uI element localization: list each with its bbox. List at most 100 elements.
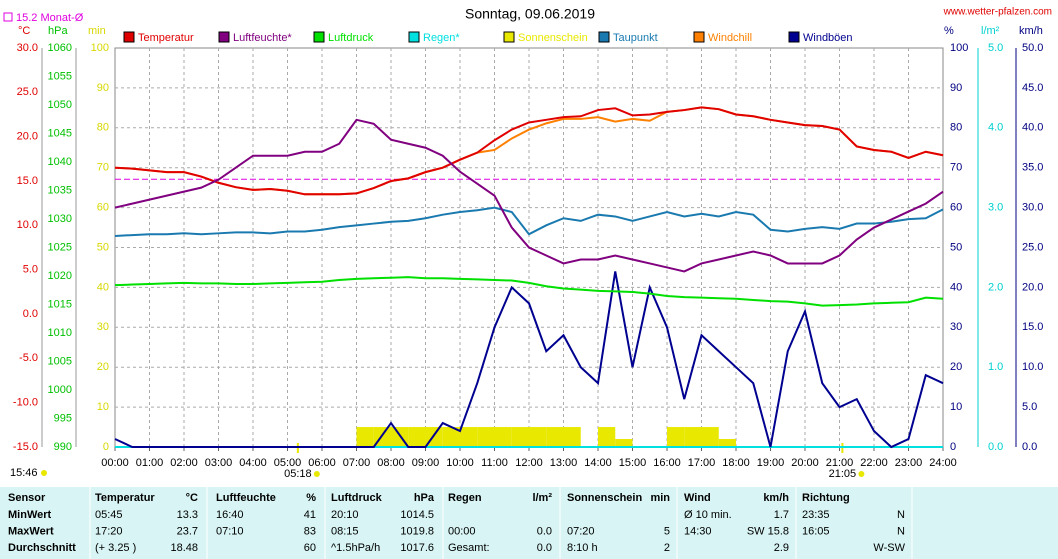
- legend-label: Windböen: [803, 32, 853, 44]
- y-tick-label: 995: [54, 412, 72, 424]
- y-tick-label: 30: [950, 321, 962, 333]
- table-cell: SW 15.8: [747, 525, 789, 537]
- table-header: Wind: [684, 492, 711, 504]
- sunshine-bar: [408, 427, 426, 447]
- sunshine-bar: [667, 427, 685, 447]
- x-tick-label: 01:00: [136, 457, 164, 469]
- axis-unit: l/m²: [981, 25, 1000, 37]
- x-tick-label: 05:00: [274, 457, 302, 469]
- x-tick-label: 08:00: [377, 457, 405, 469]
- table-cell: 1019.8: [400, 525, 434, 537]
- month-avg-label: 15.2 Monat-Ø: [16, 12, 84, 24]
- legend-swatch: [693, 31, 705, 43]
- table-cell: 17:20: [95, 525, 123, 537]
- table-cell: 05:45: [95, 509, 123, 521]
- y-tick-label: 60: [97, 202, 109, 214]
- x-tick-label: 18:00: [722, 457, 750, 469]
- legend-swatch: [503, 31, 515, 43]
- sunshine-bar: [356, 427, 374, 447]
- y-tick-label: 90: [97, 82, 109, 94]
- legend-label: Luftdruck: [328, 32, 374, 44]
- table-cell: 60: [304, 542, 316, 554]
- y-tick-label: 30.0: [1022, 202, 1043, 214]
- table-header: %: [306, 492, 316, 504]
- y-tick-label: 5.0: [23, 264, 38, 276]
- y-tick-label: 100: [950, 42, 968, 54]
- table-header: km/h: [763, 492, 789, 504]
- legend-swatch: [313, 31, 325, 43]
- y-tick-label: 20.0: [17, 131, 38, 143]
- table-cell: 08:15: [331, 525, 359, 537]
- y-tick-label: 40: [97, 281, 109, 293]
- legend-label: Luftfeuchte*: [233, 32, 292, 44]
- table-header: l/m²: [532, 492, 552, 504]
- axis-unit: hPa: [48, 25, 68, 37]
- table-cell: 0.0: [537, 525, 552, 537]
- y-tick-label: 80: [97, 122, 109, 134]
- x-tick-label: 14:00: [584, 457, 612, 469]
- table-header: min: [650, 492, 670, 504]
- x-tick-label: 10:00: [446, 457, 474, 469]
- table-cell: 20:10: [331, 509, 359, 521]
- x-tick-label: 15:00: [619, 457, 647, 469]
- y-tick-label: 1035: [48, 184, 72, 196]
- y-tick-label: 1050: [48, 99, 72, 111]
- legend-swatch: [788, 31, 800, 43]
- x-tick-label: 04:00: [239, 457, 267, 469]
- y-tick-label: 40.0: [1022, 122, 1043, 134]
- table-cell: 07:20: [567, 525, 595, 537]
- table-header: Luftfeuchte: [216, 492, 276, 504]
- y-tick-label: 90: [950, 82, 962, 94]
- table-cell: 16:40: [216, 509, 244, 521]
- table-cell: 83: [304, 525, 316, 537]
- y-tick-label: 1020: [48, 270, 72, 282]
- y-tick-label: 30: [97, 321, 109, 333]
- table-cell: Durchschnitt: [8, 542, 76, 554]
- month-avg-icon: [3, 12, 13, 22]
- legend-label: Temperatur: [138, 32, 194, 44]
- series-line: [114, 118, 944, 273]
- sunset-icon: [858, 471, 865, 477]
- y-tick-label: 1000: [48, 384, 72, 396]
- y-tick-label: -10.0: [13, 397, 38, 409]
- y-tick-label: 1055: [48, 70, 72, 82]
- x-tick-label: 07:00: [343, 457, 371, 469]
- sunshine-bar: [477, 427, 495, 447]
- table-cell: W-SW: [873, 542, 905, 554]
- table-cell: 16:05: [802, 525, 830, 537]
- y-tick-label: 0.0: [1022, 441, 1037, 453]
- table-cell: 13.3: [177, 509, 198, 521]
- x-tick-label: 20:00: [791, 457, 819, 469]
- y-tick-label: 50.0: [1022, 42, 1043, 54]
- table-cell: 23.7: [177, 525, 198, 537]
- sunshine-bar: [615, 439, 633, 447]
- y-tick-label: 50: [950, 241, 962, 253]
- y-tick-label: 20.0: [1022, 281, 1043, 293]
- sunshine-bar: [494, 427, 512, 447]
- y-tick-label: 15.0: [17, 175, 38, 187]
- y-tick-label: 60: [950, 202, 962, 214]
- x-tick-label: 03:00: [205, 457, 233, 469]
- axis-unit: %: [944, 25, 954, 37]
- series-line: [114, 106, 944, 196]
- sunshine-bar: [563, 427, 581, 447]
- y-tick-label: 0.0: [988, 441, 1003, 453]
- table-header: Regen: [448, 492, 482, 504]
- y-tick-label: 1040: [48, 156, 72, 168]
- x-tick-label: 21:00: [826, 457, 854, 469]
- sunrise-label: 05:18: [284, 468, 312, 480]
- x-tick-label: 02:00: [170, 457, 198, 469]
- axis-lines: [41, 48, 1017, 447]
- y-tick-label: 25.0: [17, 86, 38, 98]
- y-tick-label: 45.0: [1022, 82, 1043, 94]
- y-tick-label: 5.0: [988, 42, 1003, 54]
- table-cell: 14:30: [684, 525, 712, 537]
- y-tick-label: 20: [97, 361, 109, 373]
- table-cell: 41: [304, 509, 316, 521]
- y-tick-label: 1025: [48, 241, 72, 253]
- x-tick-label: 19:00: [757, 457, 785, 469]
- table-cell: N: [897, 509, 905, 521]
- table-header: hPa: [414, 492, 435, 504]
